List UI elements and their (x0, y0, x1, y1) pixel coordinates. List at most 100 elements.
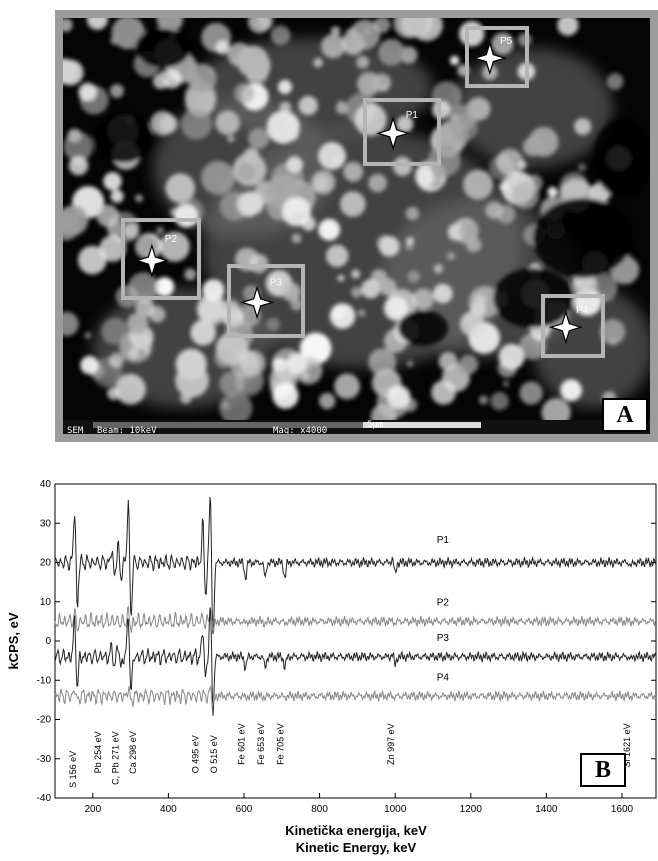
sem-texture-particle (334, 373, 360, 400)
x-tick-label: 600 (236, 804, 253, 815)
sem-texture-particle (438, 351, 458, 371)
sem-texture-particle (301, 372, 310, 380)
series-label-p1: P1 (437, 535, 450, 546)
sem-texture-particle (340, 191, 366, 217)
sem-texture-particle (459, 311, 485, 337)
peak-label: Ca 298 eV (128, 731, 138, 774)
sem-texture-particle (557, 18, 579, 36)
sem-texture-particle (123, 223, 140, 239)
sem-texture-void (533, 198, 633, 278)
sem-micrograph: P1 P2 P3 P4 P5 SEM Beam: 10keV Mag: x4000 5μ… (63, 18, 650, 434)
sem-texture-particle (190, 319, 216, 346)
x-tick-label: 1400 (535, 804, 558, 815)
four-point-star-icon (472, 41, 507, 76)
peak-label: O 515 eV (209, 735, 219, 773)
sem-texture-particle (599, 319, 626, 345)
sem-texture-particle (387, 289, 417, 319)
sem-texture-particle (248, 18, 272, 34)
point-marker-p5: P5 (465, 26, 529, 88)
series-label-p2: P2 (437, 598, 450, 609)
point-marker-p2: P2 (121, 218, 201, 300)
aes-spectrum-chart: -40 -30 -20 -10 0 10 20 30 40 200 400 600 800 1000 120… (0, 470, 658, 861)
sem-texture-particle (266, 110, 300, 144)
sem-texture-particle (392, 156, 413, 176)
sem-mode-text: SEM (67, 426, 84, 434)
sem-texture-particle (343, 161, 364, 182)
sem-texture-particle (86, 18, 108, 30)
sem-texture-particle (458, 221, 479, 242)
sem-texture-particle (174, 203, 199, 228)
four-point-star-icon (548, 310, 583, 345)
sem-texture-particle (63, 18, 73, 32)
sem-texture-particle (127, 312, 149, 335)
sem-texture-particle (432, 100, 451, 120)
sem-texture-particle (329, 303, 356, 329)
sem-texture-particle (547, 186, 558, 198)
sem-texture-particle (407, 360, 414, 367)
peak-label: Fe 601 eV (236, 723, 246, 765)
sem-texture-particle (237, 45, 269, 78)
sem-texture-particle (286, 352, 308, 375)
sem-texture-particle (96, 204, 119, 227)
sem-texture-particle (433, 283, 453, 304)
sem-texture-particle (606, 73, 624, 90)
point-label: P5 (500, 36, 513, 47)
four-point-star-icon (240, 285, 275, 320)
peak-label: Si 1621 eV (622, 723, 632, 767)
y-tick-label: 30 (40, 518, 52, 529)
sem-texture-particle (517, 32, 532, 47)
sem-texture-void (593, 118, 650, 198)
point-label: P3 (270, 278, 283, 289)
sem-texture-particle (541, 398, 571, 428)
sem-texture-particle (111, 18, 145, 50)
sem-texture-particle (202, 279, 225, 301)
sem-texture-void (135, 28, 191, 68)
sem-texture-particle (110, 189, 124, 203)
x-tick-label: 400 (160, 804, 177, 815)
sem-texture-particle (248, 127, 270, 150)
peak-label: C, Pb 271 eV (111, 731, 121, 785)
sem-texture-particle (326, 244, 349, 268)
plot-frame (54, 483, 657, 799)
sem-texture-particle (279, 101, 292, 114)
sem-texture-particle (368, 173, 387, 193)
sem-texture-particle (428, 144, 461, 177)
sem-texture-particle (349, 19, 381, 50)
point-marker-p3: P3 (227, 264, 305, 338)
sem-texture-particle (373, 18, 391, 34)
sem-texture-particle (361, 279, 381, 299)
sem-texture-particle (128, 272, 159, 303)
y-tick-label: -40 (37, 793, 52, 804)
sem-texture-particle (491, 32, 514, 55)
sem-texture-particle (386, 385, 411, 409)
sem-scale-text: 5μm (367, 420, 383, 430)
sem-texture-void (493, 268, 573, 328)
sem-texture-particle (502, 380, 509, 387)
sem-texture-particle (67, 128, 82, 143)
sem-texture-particle (290, 298, 303, 311)
sem-texture-particle (498, 182, 509, 192)
sem-texture-particle (63, 58, 77, 85)
sem-texture-particle (165, 173, 196, 203)
y-tick-label: 40 (40, 479, 52, 490)
sem-texture-particle (406, 236, 415, 245)
sem-texture-particle (78, 245, 107, 275)
aes-spectrum-canvas: -40 -30 -20 -10 0 10 20 30 40 200 400 600 800 1000 120… (6, 479, 657, 855)
sem-texture-particle (379, 278, 397, 296)
sem-texture-particle (498, 343, 525, 370)
sem-texture-particle (270, 25, 291, 46)
sem-texture-particle (99, 235, 126, 262)
series-line-p4 (54, 684, 657, 709)
four-point-star-icon (134, 243, 169, 278)
point-label: P2 (165, 234, 178, 245)
sem-texture-particle (110, 36, 119, 45)
peak-label: Fe 653 eV (256, 723, 266, 765)
sem-texture-particle (356, 55, 370, 69)
sem-texture-particle (431, 380, 456, 405)
sem-texture-particle (311, 170, 336, 195)
sem-texture-particle (298, 95, 318, 116)
peak-label: Fe 705 eV (276, 723, 286, 765)
sem-texture-particle (159, 231, 190, 262)
sem-texture-particle (330, 26, 341, 36)
sem-texture-particle (523, 175, 535, 187)
